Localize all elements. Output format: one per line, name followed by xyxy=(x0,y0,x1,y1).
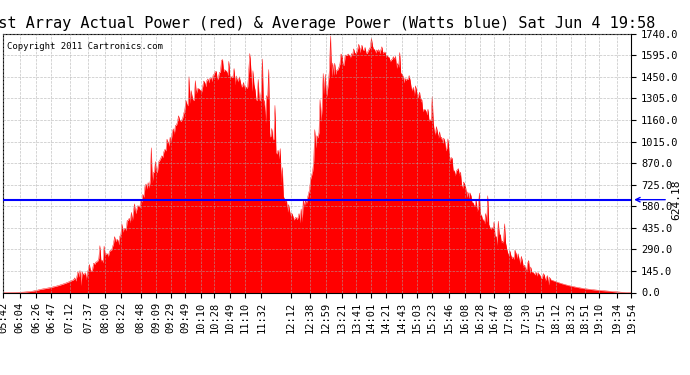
Title: East Array Actual Power (red) & Average Power (Watts blue) Sat Jun 4 19:58: East Array Actual Power (red) & Average … xyxy=(0,16,655,31)
Text: Copyright 2011 Cartronics.com: Copyright 2011 Cartronics.com xyxy=(7,42,162,51)
Text: 624.18: 624.18 xyxy=(635,179,681,220)
